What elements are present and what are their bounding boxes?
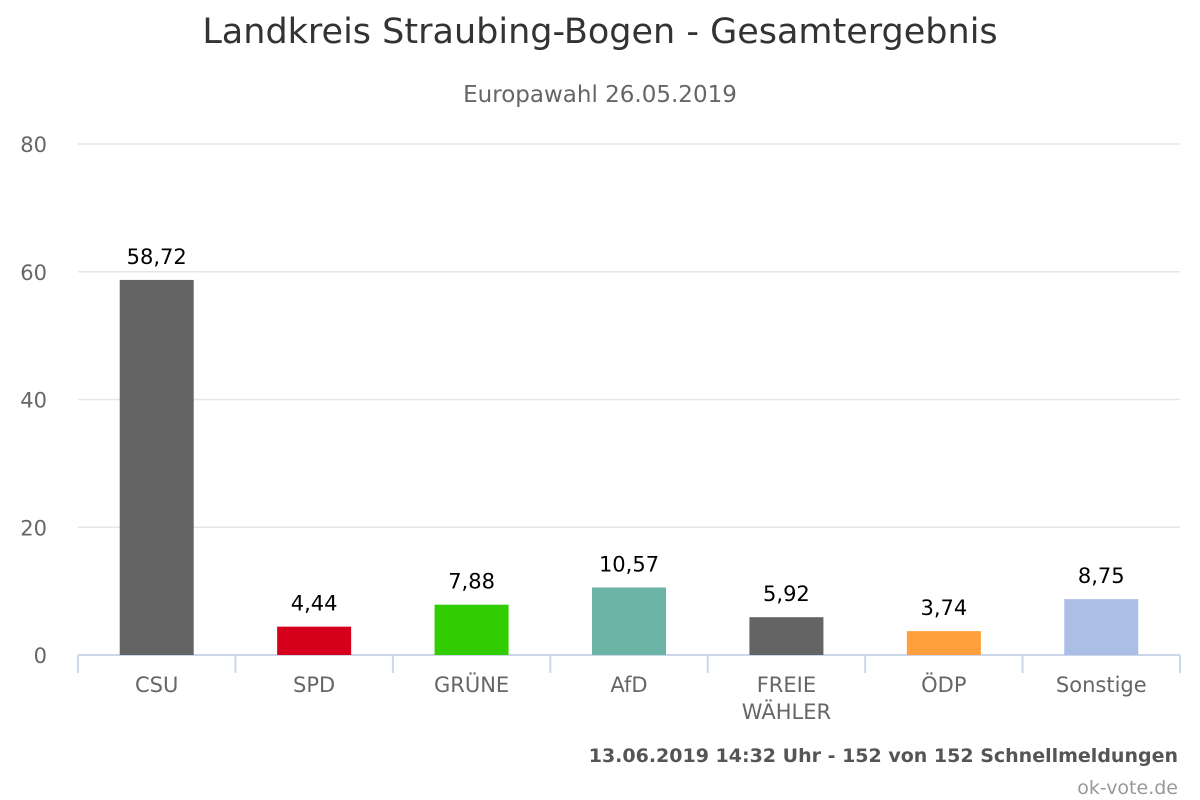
bar: [434, 604, 509, 655]
source-credit[interactable]: ok-vote.de: [1077, 777, 1178, 799]
data-label: 3,74: [920, 596, 967, 620]
x-tick-label: CSU: [135, 673, 178, 697]
data-label: 8,75: [1078, 564, 1125, 588]
data-label: 7,88: [448, 570, 495, 594]
data-label: 10,57: [599, 552, 659, 576]
x-tick-label: Sonstige: [1056, 673, 1147, 697]
x-tick-label: AfD: [610, 673, 647, 697]
y-tick-label: 0: [34, 644, 47, 668]
chart-title: Landkreis Straubing-Bogen - Gesamtergebn…: [202, 12, 998, 52]
data-label: 5,92: [763, 582, 810, 606]
chart-subtitle: Europawahl 26.05.2019: [463, 82, 737, 108]
data-label: 4,44: [291, 592, 338, 616]
x-tick-label: ÖDP: [921, 672, 966, 697]
x-tick-label: FREIE WÄHLER: [742, 673, 831, 724]
y-tick-label: 40: [20, 389, 47, 413]
bar: [906, 631, 981, 655]
y-tick-label: 60: [20, 261, 47, 285]
bar: [749, 617, 824, 655]
bar: [119, 279, 194, 655]
x-tick-label: GRÜNE: [434, 672, 509, 697]
bar: [1064, 599, 1139, 655]
x-tick-label: SPD: [293, 673, 335, 697]
y-tick-label: 80: [20, 133, 47, 157]
footer-timestamp: 13.06.2019 14:32 Uhr - 152 von 152 Schne…: [588, 745, 1178, 767]
bar: [592, 587, 666, 655]
data-label: 58,72: [127, 245, 187, 269]
y-tick-label: 20: [20, 516, 47, 540]
bar: [277, 626, 352, 655]
